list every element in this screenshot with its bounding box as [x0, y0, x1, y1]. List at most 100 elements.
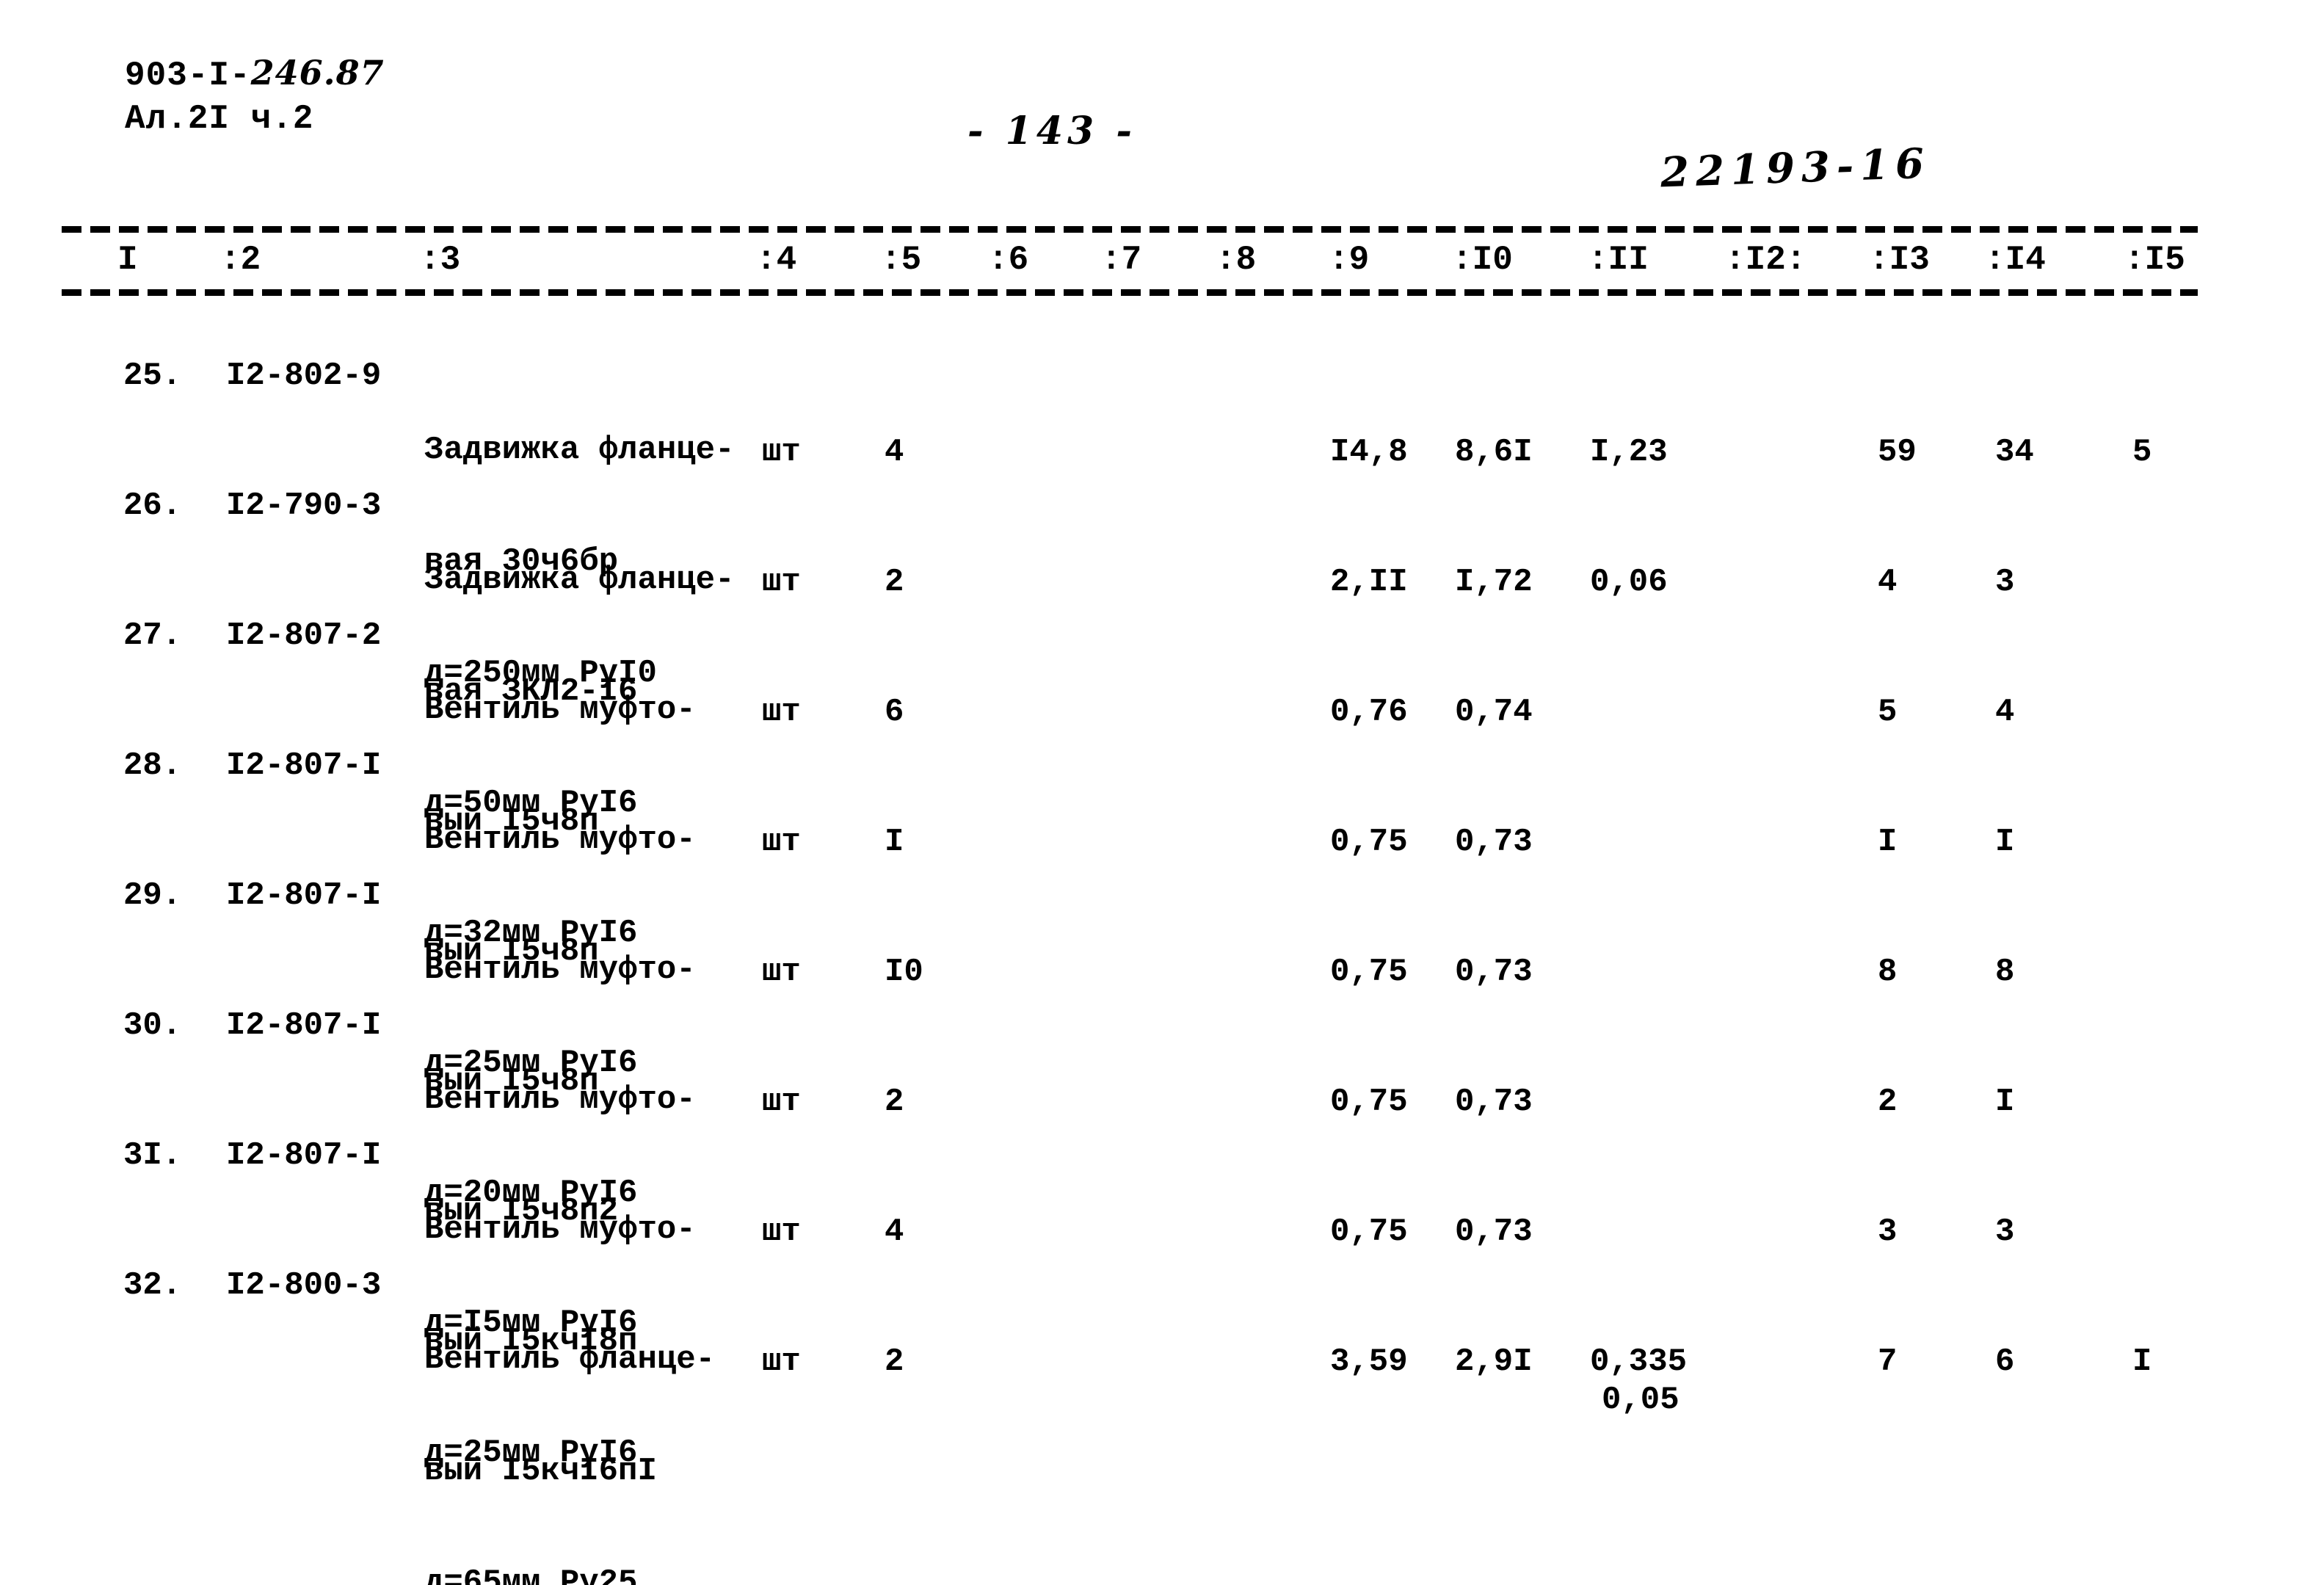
sheet-number: Ал.2І ч.2 — [125, 100, 314, 138]
item-name-line: д=65мм Ру25 — [424, 1564, 638, 1585]
row-number: 30. — [123, 1007, 182, 1044]
column-header-1: І — [117, 241, 138, 279]
item-name: Вентиль муфто- вый І5ч8п д=25мм РуІ6 — [424, 747, 696, 1156]
unit-value: шт — [762, 694, 801, 730]
column-header-3: :3 — [420, 241, 461, 279]
col13-value: 5 — [1878, 694, 1898, 730]
type-code: І2-790-3 — [226, 487, 382, 524]
column-header-7: :7 — [1101, 241, 1142, 279]
item-name: Задвижка фланце- вая ЗКЛ2-І6 д=50мм РуІ6 — [424, 487, 734, 896]
table-row-27: 27. І2-807-2 Вентиль муфто- вый І5ч8п д=… — [0, 617, 2324, 951]
column-header-10: :І0 — [1452, 241, 1513, 279]
col14-value: І — [1995, 824, 2015, 860]
unit-value: шт — [762, 1084, 801, 1120]
dashed-rule-top — [62, 226, 2198, 233]
col13-value: 59 — [1878, 434, 1917, 471]
item-name-line: д=32мм РуІ6 — [424, 915, 638, 951]
col15-value: І — [2132, 1343, 2152, 1380]
column-header-2: :2 — [220, 241, 261, 279]
col11-value: 0,335 — [1590, 1343, 1688, 1380]
type-code: І2-807-І — [226, 747, 382, 784]
stamp-number: 22193-16 — [1659, 139, 1932, 197]
item-name: Вентиль фланце- вый І5кчІ6пІ д=65мм Ру25 — [424, 1267, 715, 1585]
row-number: 28. — [123, 747, 182, 784]
item-name: Вентиль муфто- вый І5ч8п2 д=І5мм РуІ6 — [424, 1007, 696, 1415]
type-code: І2-802-9 — [226, 358, 382, 394]
item-name-line: Вентиль фланце- — [424, 1341, 716, 1378]
column-header-15: :І5 — [2124, 241, 2185, 279]
type-code: І2-807-2 — [226, 617, 382, 654]
table-row-25: 25. І2-802-9 Задвижка фланце- вая 30ч6бр… — [0, 358, 2324, 692]
column-header-5: :5 — [881, 241, 922, 279]
item-name-line: вый І5ч8п — [424, 803, 599, 840]
col14-value: 3 — [1995, 1214, 2015, 1250]
col10-value: 8,6І — [1455, 434, 1533, 471]
unit-value: шт — [762, 564, 801, 601]
col9-value: 0,75 — [1330, 824, 1408, 860]
col10-value: 0,74 — [1455, 694, 1533, 730]
item-name-line: Вентиль муфто- — [424, 692, 696, 728]
unit-value: шт — [762, 1214, 801, 1250]
table-row-28: 28. І2-807-І Вентиль муфто- вый І5ч8п д=… — [0, 747, 2324, 1081]
col11-value-line2: 0,05 — [1602, 1382, 1680, 1418]
item-name-line: вый І5ч8п — [424, 1063, 599, 1100]
page-number: - 143 - — [967, 109, 1136, 153]
column-header-8: :8 — [1216, 241, 1257, 279]
unit-value: шт — [762, 434, 801, 471]
table-row-31: 3І. І2-807-І Вентиль муфто- вый І5кчІ8п … — [0, 1137, 2324, 1471]
col10-value: 0,73 — [1455, 1084, 1533, 1120]
col14-value: І — [1995, 1084, 2015, 1120]
col14-value: 6 — [1995, 1343, 2015, 1380]
quantity: 4 — [885, 1214, 904, 1250]
item-name-line: вая 30ч6бр — [424, 543, 619, 580]
col11-value: 0,06 — [1590, 564, 1668, 601]
column-header-13: :І3 — [1869, 241, 1930, 279]
document-number-typed: 903-І- — [125, 57, 251, 95]
col9-value: 2,ІІ — [1330, 564, 1408, 601]
column-header-11: :ІІ — [1588, 241, 1649, 279]
col10-value: І,72 — [1455, 564, 1533, 601]
quantity: 2 — [885, 1343, 904, 1380]
item-name: Задвижка фланце- вая 30ч6бр д=250мм РуІ0 — [424, 358, 734, 766]
item-name-line: д=І5мм РуІ6 — [424, 1305, 638, 1341]
document-number: 903-І-246.87 — [125, 53, 385, 95]
col10-value: 0,73 — [1455, 1214, 1533, 1250]
item-name: Вентиль муфто- вый І5ч8п д=32мм РуІ6 — [424, 617, 696, 1026]
item-name-line: вый І5кчІ6пІ — [424, 1453, 657, 1490]
column-header-12: :І2: — [1725, 241, 1806, 279]
item-name-line: д=20мм РуІ6 — [424, 1175, 638, 1211]
quantity: 2 — [885, 1084, 904, 1120]
col9-value: 0,75 — [1330, 954, 1408, 990]
row-number: 32. — [123, 1267, 182, 1304]
quantity: 6 — [885, 694, 904, 730]
unit-value: шт — [762, 824, 801, 860]
row-number: 27. — [123, 617, 182, 654]
column-header-9: :9 — [1329, 241, 1370, 279]
item-name-line: вый І5ч8п — [424, 933, 599, 970]
column-header-14: :І4 — [1985, 241, 2046, 279]
item-name-line: д=250мм РуІ0 — [424, 655, 657, 692]
item-name: Вентиль муфто- вый І5кчІ8п д=25мм РуІ6 — [424, 1137, 696, 1545]
col13-value: І — [1878, 824, 1898, 860]
col13-value: 4 — [1878, 564, 1898, 601]
row-number: 29. — [123, 877, 182, 914]
col15-value: 5 — [2132, 434, 2152, 471]
quantity: 4 — [885, 434, 904, 471]
type-code: І2-807-І — [226, 1007, 382, 1044]
col11-value: І,23 — [1590, 434, 1668, 471]
col13-value: 3 — [1878, 1214, 1898, 1250]
quantity: І — [885, 824, 904, 860]
item-name-line: Вентиль муфто- — [424, 1211, 696, 1248]
item-name-line: вый І5кчІ8п — [424, 1323, 638, 1360]
table-row-29: 29. І2-807-І Вентиль муфто- вый І5ч8п д=… — [0, 877, 2324, 1211]
item-name-line: Задвижка фланце- — [424, 562, 735, 598]
item-name-line: вая ЗКЛ2-І6 — [424, 673, 638, 710]
table-row-30: 30. І2-807-І Вентиль муфто- вый І5ч8п 2 д… — [0, 1007, 2324, 1341]
col10-value: 0,73 — [1455, 824, 1533, 860]
col14-value: 8 — [1995, 954, 2015, 990]
row-number: 25. — [123, 358, 182, 394]
item-name-line: д=25мм РуІ6 — [424, 1435, 638, 1471]
col13-value: 2 — [1878, 1084, 1898, 1120]
col14-value: 3 — [1995, 564, 2015, 601]
col10-value: 0,73 — [1455, 954, 1533, 990]
